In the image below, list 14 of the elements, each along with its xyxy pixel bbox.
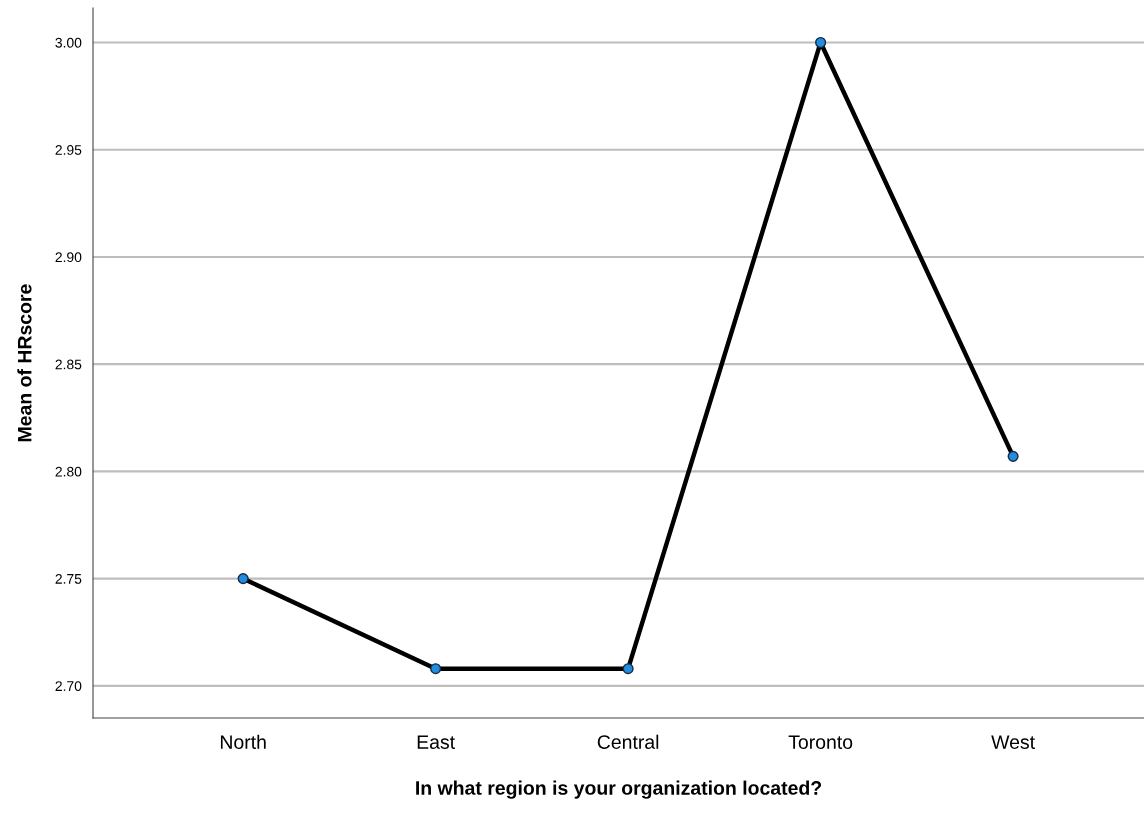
y-tick-label: 2.85 [55, 359, 82, 370]
x-tick-label: East [417, 735, 455, 749]
y-tick-label: 2.90 [55, 252, 82, 263]
y-tick-label: 2.70 [55, 681, 82, 692]
x-tick-label: Toronto [788, 735, 853, 749]
y-tick-label: 2.75 [55, 573, 82, 584]
y-tick-label: 2.95 [55, 145, 82, 155]
y-tick-label: 2.80 [55, 466, 82, 477]
x-tick-label: Central [597, 734, 659, 749]
x-tick-label: West [991, 735, 1035, 749]
x-tick-label: North [220, 734, 266, 749]
y-axis-title: Mean of HRscore [17, 284, 32, 442]
x-axis-title: In what region is your organization located? [416, 780, 822, 799]
y-tick-label: 3.00 [55, 37, 82, 48]
